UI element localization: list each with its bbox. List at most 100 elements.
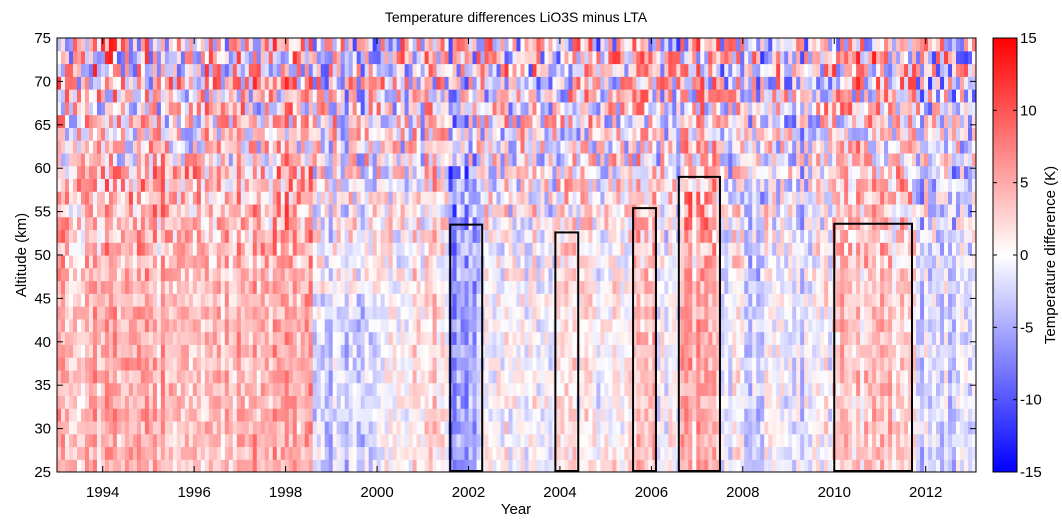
heatmap-cell xyxy=(520,216,526,231)
heatmap-cell xyxy=(340,459,346,472)
heatmap-cell xyxy=(92,369,98,384)
heatmap-cell xyxy=(632,101,637,116)
heatmap-cell xyxy=(324,255,330,269)
heatmap-cell xyxy=(68,152,74,167)
heatmap-cell xyxy=(92,89,98,103)
heatmap-cell xyxy=(432,280,438,294)
heatmap-cell xyxy=(228,306,234,320)
heatmap-cell xyxy=(332,293,338,307)
heatmap-cell xyxy=(584,369,590,384)
heatmap-cell xyxy=(316,420,322,435)
heatmap-cell xyxy=(468,127,474,141)
heatmap-cell xyxy=(284,318,290,333)
heatmap-cell xyxy=(464,50,470,65)
heatmap-cell xyxy=(276,89,282,103)
heatmap-cell xyxy=(184,280,190,294)
heatmap-cell xyxy=(356,382,362,397)
heatmap-cell xyxy=(376,357,382,371)
heatmap-cell xyxy=(292,63,298,77)
heatmap-cell xyxy=(408,433,414,448)
heatmap-cell xyxy=(260,101,266,116)
heatmap-cell xyxy=(336,216,342,231)
heatmap-cell xyxy=(432,369,438,384)
heatmap-cell xyxy=(452,280,458,294)
heatmap-cell xyxy=(252,203,258,218)
heatmap-cell xyxy=(148,203,154,218)
heatmap-cell xyxy=(476,280,482,294)
heatmap-cell xyxy=(472,152,478,167)
heatmap-cell xyxy=(452,152,458,167)
heatmap-cell xyxy=(156,420,162,435)
heatmap-cell xyxy=(328,446,334,460)
heatmap-cell xyxy=(556,306,562,320)
heatmap-cell xyxy=(260,178,266,192)
heatmap-cell xyxy=(120,344,126,358)
heatmap-cell xyxy=(316,446,322,460)
heatmap-cell xyxy=(156,76,162,90)
heatmap-cell xyxy=(468,267,474,282)
heatmap-cell xyxy=(76,408,82,422)
heatmap-cell xyxy=(436,357,442,371)
heatmap-cell xyxy=(384,267,390,282)
heatmap-cell xyxy=(400,433,406,448)
heatmap-cell xyxy=(128,369,134,384)
heatmap-cell xyxy=(240,446,246,460)
heatmap-cell xyxy=(596,229,602,243)
heatmap-cell xyxy=(548,293,554,307)
heatmap-cell xyxy=(312,127,318,141)
heatmap-cell xyxy=(92,101,98,116)
heatmap-cell xyxy=(564,127,570,141)
heatmap-cell xyxy=(204,420,210,435)
heatmap-cell xyxy=(608,178,613,192)
heatmap-cell xyxy=(61,191,66,205)
heatmap-cell xyxy=(524,165,530,180)
heatmap-cell xyxy=(496,203,502,218)
heatmap-cell xyxy=(456,331,462,345)
heatmap-cell xyxy=(492,76,498,90)
heatmap-cell xyxy=(444,267,450,282)
heatmap-cell xyxy=(352,165,358,180)
heatmap-cell xyxy=(476,101,482,116)
heatmap-cell xyxy=(196,357,202,371)
heatmap-cell xyxy=(76,127,82,141)
heatmap-cell xyxy=(456,114,462,128)
heatmap-cell xyxy=(272,242,278,256)
heatmap-cell xyxy=(596,408,602,422)
heatmap-cell xyxy=(176,433,182,448)
heatmap-cell xyxy=(300,446,306,460)
heatmap-cell xyxy=(600,459,606,472)
heatmap-cell xyxy=(392,369,398,384)
heatmap-cell xyxy=(184,140,190,154)
heatmap-cell xyxy=(488,165,494,180)
heatmap-cell xyxy=(500,38,506,52)
heatmap-cell xyxy=(76,114,82,128)
heatmap-cell xyxy=(80,89,86,103)
heatmap-cell xyxy=(232,114,238,128)
heatmap-cell xyxy=(440,446,446,460)
heatmap-cell xyxy=(120,280,126,294)
heatmap-cell xyxy=(284,140,290,154)
heatmap-cell xyxy=(204,459,210,472)
heatmap-cell xyxy=(616,293,621,307)
heatmap-cell xyxy=(108,203,114,218)
heatmap-cell xyxy=(576,127,582,141)
heatmap-cell xyxy=(352,191,358,205)
heatmap-cell xyxy=(396,191,402,205)
heatmap-cell xyxy=(320,459,326,472)
heatmap-cell xyxy=(416,140,422,154)
heatmap-cell xyxy=(356,344,362,358)
heatmap-cell xyxy=(424,331,430,345)
heatmap-cell xyxy=(568,178,574,192)
heatmap-cell xyxy=(388,357,394,371)
heatmap-cell xyxy=(476,89,482,103)
heatmap-cell xyxy=(96,50,102,65)
heatmap-cell xyxy=(388,395,394,409)
heatmap-cell xyxy=(196,178,202,192)
heatmap-cell xyxy=(436,229,442,243)
heatmap-cell xyxy=(80,293,86,307)
heatmap-cell xyxy=(488,344,494,358)
heatmap-cell xyxy=(236,369,242,384)
heatmap-cell xyxy=(104,395,110,409)
heatmap-cell xyxy=(432,420,438,435)
heatmap-cell xyxy=(552,178,558,192)
